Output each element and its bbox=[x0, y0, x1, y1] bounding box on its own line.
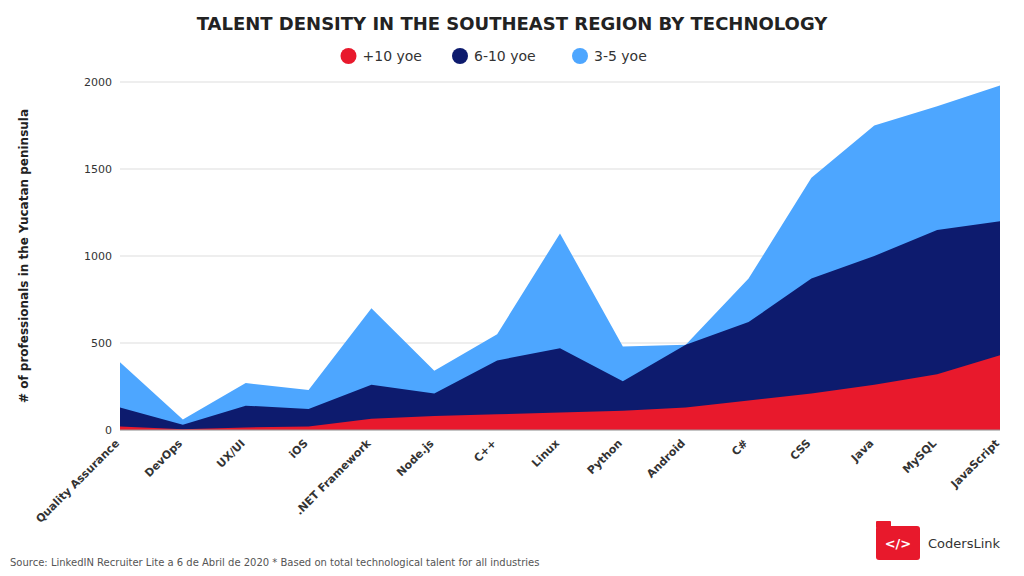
area bbox=[120, 355, 1000, 430]
y-tick-label: 0 bbox=[105, 424, 112, 437]
x-tick-label: JavaScript bbox=[948, 437, 1002, 491]
title: TALENT DENSITY IN THE SOUTHEAST REGION B… bbox=[197, 13, 829, 34]
y-tick-label: 500 bbox=[91, 337, 112, 350]
y-tick-label: 1000 bbox=[84, 250, 112, 263]
x-tick-label: C# bbox=[729, 437, 750, 458]
x-tick-label: Python bbox=[585, 437, 625, 477]
x-tick-label: Quality Assurance bbox=[33, 437, 122, 526]
grid-line bbox=[120, 430, 1000, 431]
legend-swatch bbox=[452, 48, 468, 64]
legend-label: 6-10 yoe bbox=[474, 48, 536, 64]
x-tick-label: UX/UI bbox=[214, 437, 248, 471]
brand-text: CodersLink bbox=[928, 536, 1000, 551]
legend-label: 3-5 yoe bbox=[594, 48, 647, 64]
areas bbox=[120, 85, 1000, 430]
x-tick-label: DevOps bbox=[142, 437, 185, 480]
x-tick-label: CSS bbox=[788, 437, 814, 463]
legend-swatch bbox=[572, 48, 588, 64]
grid-line bbox=[120, 82, 1000, 83]
y-axis-label: # of professionals in the Yucatan penins… bbox=[17, 109, 31, 403]
legend: +10 yoe 6-10 yoe 3-5 yoe bbox=[341, 48, 647, 64]
logo-symbol: </> bbox=[885, 536, 912, 551]
x-tick-label: iOS bbox=[287, 437, 311, 461]
logo-box bbox=[876, 526, 920, 560]
legend-label: +10 yoe bbox=[363, 48, 422, 64]
x-tick-label: .NET Framework bbox=[293, 436, 374, 517]
legend-swatch bbox=[341, 48, 357, 64]
y-tick-label: 1500 bbox=[84, 163, 112, 176]
area bbox=[120, 221, 1000, 430]
x-axis-line bbox=[120, 430, 1000, 431]
y-tick-label: 2000 bbox=[84, 76, 112, 89]
x-tick-label: Linux bbox=[529, 437, 562, 470]
source-note: Source: LinkedIN Recruiter Lite a 6 de A… bbox=[10, 557, 539, 568]
x-tick-label: C++ bbox=[471, 437, 499, 465]
grid bbox=[120, 82, 1000, 430]
chart: TALENT DENSITY IN THE SOUTHEAST REGION B… bbox=[0, 0, 1024, 576]
x-tick-label: Java bbox=[848, 437, 876, 465]
x-tick-label: MySQL bbox=[900, 437, 939, 476]
x-tick-label: Node.js bbox=[394, 437, 436, 479]
x-tick-label: Android bbox=[644, 437, 688, 481]
area bbox=[120, 85, 1000, 430]
